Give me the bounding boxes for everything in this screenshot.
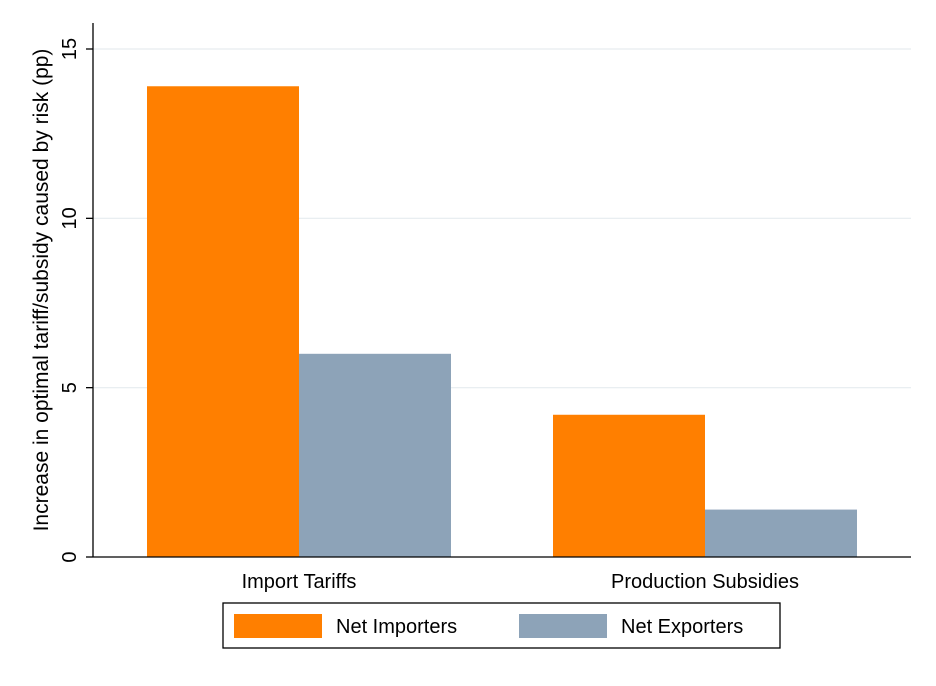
- x-category-label: Production Subsidies: [611, 571, 799, 593]
- legend-label: Net Importers: [336, 616, 457, 638]
- y-axis-ticks: 0 5 10 15: [59, 38, 93, 563]
- legend-label: Net Exporters: [621, 616, 743, 638]
- bar-net-importers: [553, 414, 705, 557]
- legend-swatch: [519, 614, 607, 638]
- bar-net-exporters: [705, 509, 857, 557]
- bar-net-exporters: [299, 353, 451, 557]
- x-axis-categories: Import Tariffs Production Subsidies: [242, 571, 799, 593]
- y-tick-label: 15: [59, 38, 81, 60]
- y-tick-label: 10: [59, 207, 81, 229]
- bar-net-importers: [147, 86, 299, 558]
- y-axis-title: Increase in optimal tariff/subsidy cause…: [30, 49, 53, 532]
- y-tick-label: 5: [59, 382, 81, 393]
- y-tick-label: 0: [59, 551, 81, 562]
- bars: [147, 86, 857, 558]
- x-category-label: Import Tariffs: [242, 571, 357, 593]
- legend: Net Importers Net Exporters: [222, 602, 781, 649]
- legend-swatch: [234, 614, 322, 638]
